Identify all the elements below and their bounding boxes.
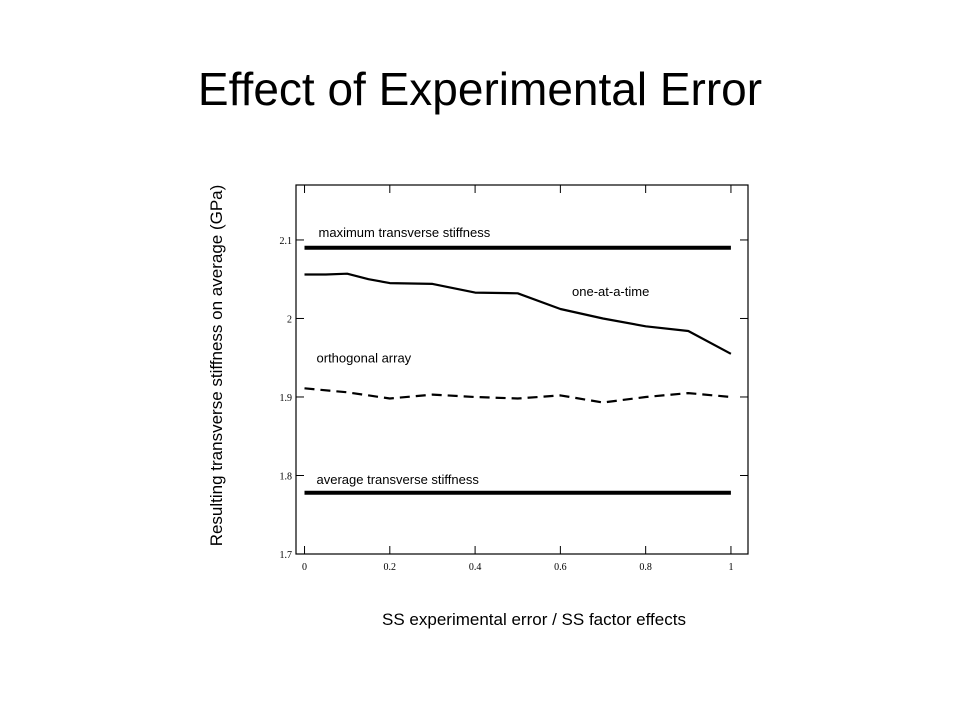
x-tick-label: 0 [302,562,307,573]
x-axis-title: SS experimental error / SS factor effect… [382,610,686,629]
y-axis-title: Resulting transverse stiffness on averag… [207,185,226,547]
y-tick-label: 1.8 [280,471,293,482]
plot-frame [295,184,749,555]
x-tick-label: 0.6 [554,562,567,573]
axis-ticks: 0 0.2 0.4 0.6 0.8 1 1.7 1.8 1.9 2 2.1 [280,185,748,573]
series-lines: maximum transverse stiffness one-at-a-tim… [304,225,732,495]
series-label-3: average transverse stiffness [317,472,480,487]
series-label-0: maximum transverse stiffness [319,225,491,240]
series-label-1: one-at-a-time [572,284,649,299]
y-tick-label: 1.7 [280,550,293,561]
x-tick-label: 1 [728,562,733,573]
x-tick-label: 0.4 [469,562,482,573]
plot-border [295,184,749,555]
x-tick-label: 0.2 [384,562,397,573]
y-tick-label: 2.1 [280,236,293,247]
y-tick-label: 1.9 [280,393,293,404]
series-line-1 [304,272,732,355]
x-tick-label: 0.8 [639,562,652,573]
y-tick-label: 2 [287,314,292,325]
chart-labels: Resulting transverse stiffness on averag… [207,185,686,629]
series-line-2 [304,387,732,404]
series-label-2: orthogonal array [317,350,412,365]
slide-title: Effect of Experimental Error [197,63,763,115]
